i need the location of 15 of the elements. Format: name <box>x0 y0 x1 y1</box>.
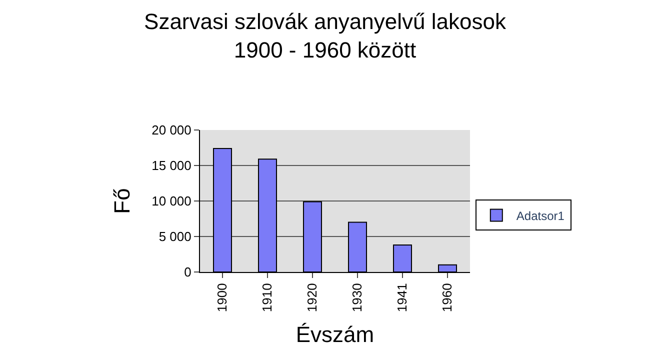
y-tick-label: 15 000 <box>152 158 192 174</box>
x-tick-label: 1930 <box>350 283 365 312</box>
x-tick-label: 1960 <box>440 283 455 312</box>
y-axis-title: Fő <box>109 188 134 214</box>
y-tick-label: 5 000 <box>158 229 192 244</box>
x-tick-label: 1900 <box>214 283 230 312</box>
y-tick-label: 0 <box>184 264 192 280</box>
legend-label: Adatsor1 <box>516 208 565 223</box>
x-tick-label: 1941 <box>394 283 410 312</box>
x-tick-label: 1920 <box>304 283 320 312</box>
y-tick-label: 10 000 <box>152 194 192 209</box>
x-axis-title: Évszám <box>296 322 374 348</box>
x-tick-label: 1910 <box>260 283 275 312</box>
y-tick-label: 20 000 <box>152 122 192 138</box>
chart-title: Szarvasi szlovák anyanyelvű lakosok 1900 - 1960 között <box>144 8 507 63</box>
